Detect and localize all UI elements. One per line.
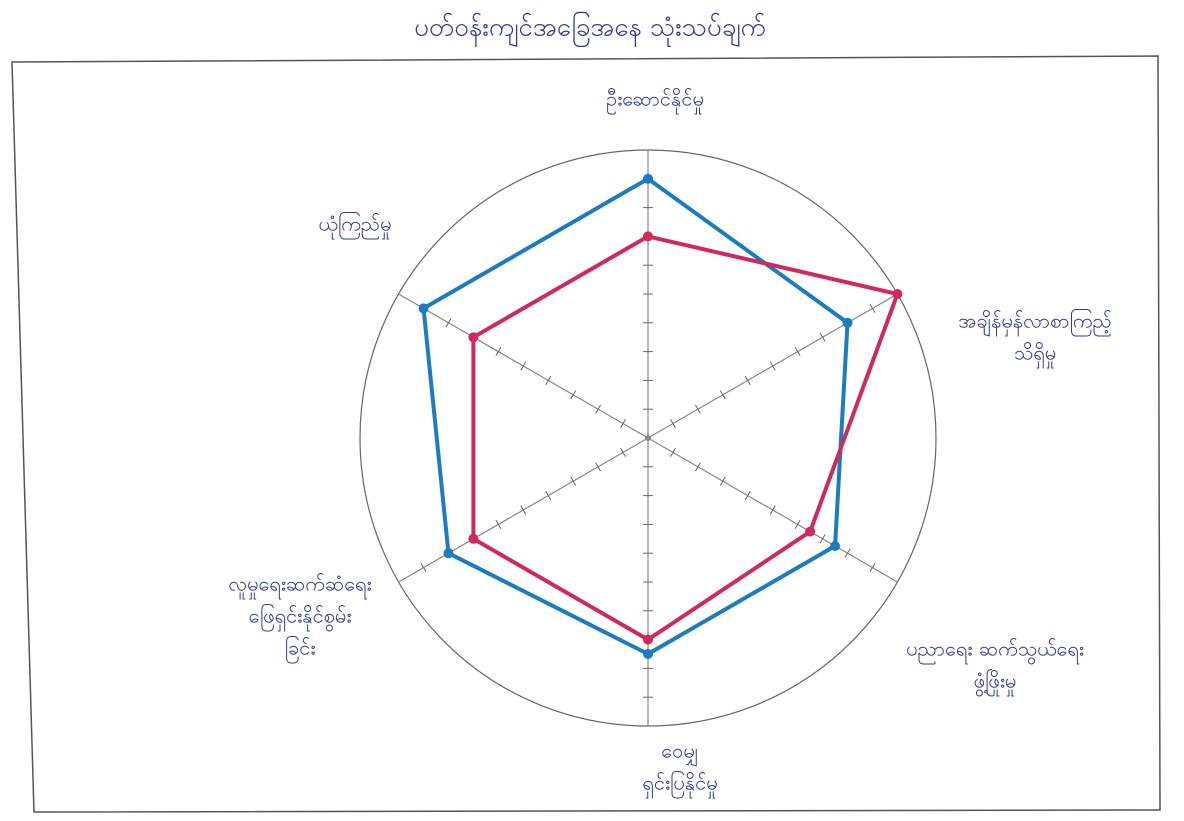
data-point bbox=[643, 634, 653, 645]
tick-mark bbox=[769, 505, 776, 515]
tick-mark bbox=[620, 419, 626, 429]
tick-mark bbox=[570, 390, 577, 400]
axis-label: ဝေမျှ bbox=[661, 739, 698, 767]
tick-mark bbox=[744, 491, 751, 501]
tick-mark bbox=[520, 505, 527, 515]
tick-mark bbox=[545, 491, 552, 501]
data-point bbox=[842, 317, 853, 328]
data-point bbox=[892, 289, 903, 299]
tick-mark bbox=[794, 347, 801, 357]
data-point bbox=[805, 526, 816, 537]
data-point bbox=[643, 231, 653, 242]
tick-mark bbox=[819, 332, 826, 342]
tick-mark bbox=[794, 519, 801, 529]
tick-mark bbox=[719, 390, 726, 400]
tick-mark bbox=[545, 375, 552, 385]
tick-mark bbox=[719, 476, 726, 486]
data-point bbox=[468, 332, 479, 343]
frame bbox=[11, 55, 1161, 813]
tick-mark bbox=[420, 563, 427, 573]
tick-mark bbox=[595, 404, 602, 414]
axis-label: သိရှိမှု bbox=[1014, 341, 1056, 369]
data-point bbox=[643, 649, 653, 659]
tick-mark bbox=[495, 519, 502, 529]
tick-mark bbox=[670, 447, 676, 457]
tick-mark bbox=[570, 476, 577, 486]
tick-mark bbox=[670, 419, 676, 429]
tick-mark bbox=[819, 534, 826, 544]
axis-label: ရှင်းပြနိုင်မှု bbox=[642, 771, 717, 799]
tick-mark bbox=[694, 404, 701, 414]
chart-title: ပတ်ဝန်းကျင်အခြေအနေ သုံးသပ်ချက် bbox=[414, 10, 766, 48]
data-point bbox=[643, 173, 653, 184]
data-point bbox=[418, 303, 429, 314]
axis-label: ယုံကြည်မှု bbox=[318, 212, 391, 240]
tick-mark bbox=[869, 303, 876, 313]
data-point bbox=[468, 533, 479, 544]
tick-mark bbox=[495, 347, 502, 357]
tick-mark bbox=[869, 563, 876, 573]
axis-label: လူမှုရေးဆက်ဆံရေး bbox=[228, 572, 371, 600]
tick-mark bbox=[744, 375, 751, 385]
data-point bbox=[830, 541, 841, 551]
center-dot bbox=[645, 435, 651, 441]
tick-mark bbox=[520, 361, 527, 371]
data-point bbox=[443, 548, 454, 559]
axis-label: ဖြေရှင်းနိုင်စွမ်း bbox=[249, 604, 352, 632]
axis-label: ဖွံ့ဖြိုးမှု bbox=[974, 669, 1017, 697]
axis-label: အချိန်မှန်လာစာကြည့် bbox=[958, 309, 1112, 337]
tick-mark bbox=[445, 318, 452, 328]
axis-label: ပညာရေး ဆက်သွယ်ရေး bbox=[906, 637, 1084, 665]
tick-mark bbox=[769, 361, 776, 371]
tick-mark bbox=[620, 447, 626, 457]
tick-mark bbox=[694, 462, 701, 472]
axis-label: ခြင်း bbox=[285, 636, 316, 664]
axis-label: ဦးဆောင်နိုင်မှု bbox=[606, 87, 704, 115]
tick-mark bbox=[844, 548, 851, 558]
tick-mark bbox=[595, 462, 602, 472]
